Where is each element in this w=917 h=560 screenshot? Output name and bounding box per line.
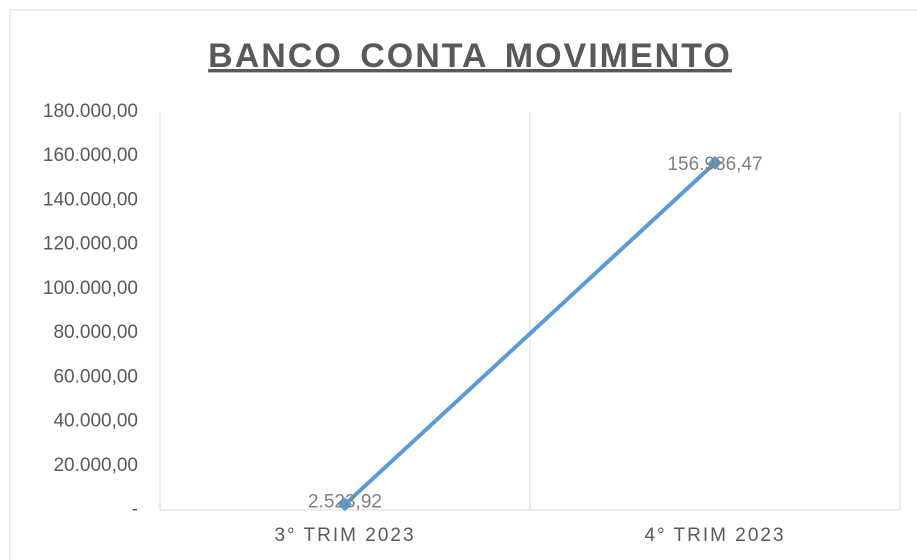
x-tick-label: 3° TRIM 2023: [274, 525, 415, 546]
y-tick-label: 40.000,00: [53, 411, 138, 432]
y-tick-label: 80.000,00: [53, 322, 138, 343]
y-tick-label: 120.000,00: [43, 234, 138, 255]
point-marker: [338, 497, 352, 512]
data-label: 156.986,47: [667, 154, 762, 175]
chart-frame: [9, 9, 917, 560]
data-label: 2.523,92: [308, 491, 382, 512]
series-line: [343, 160, 717, 507]
y-tick-label: 160.000,00: [43, 145, 138, 166]
y-tick-label: 60.000,00: [53, 366, 138, 387]
x-tick-label: 4° TRIM 2023: [644, 525, 785, 546]
y-tick-label: 20.000,00: [53, 455, 138, 476]
chart-title: BANCO CONTA MOVIMENTO: [208, 37, 732, 75]
y-tick-label: 140.000,00: [43, 189, 138, 210]
y-tick-label: 180.000,00: [43, 101, 138, 122]
y-tick-label: 100.000,00: [43, 278, 138, 299]
y-tick-label: -: [132, 499, 138, 520]
point-marker: [708, 155, 722, 170]
